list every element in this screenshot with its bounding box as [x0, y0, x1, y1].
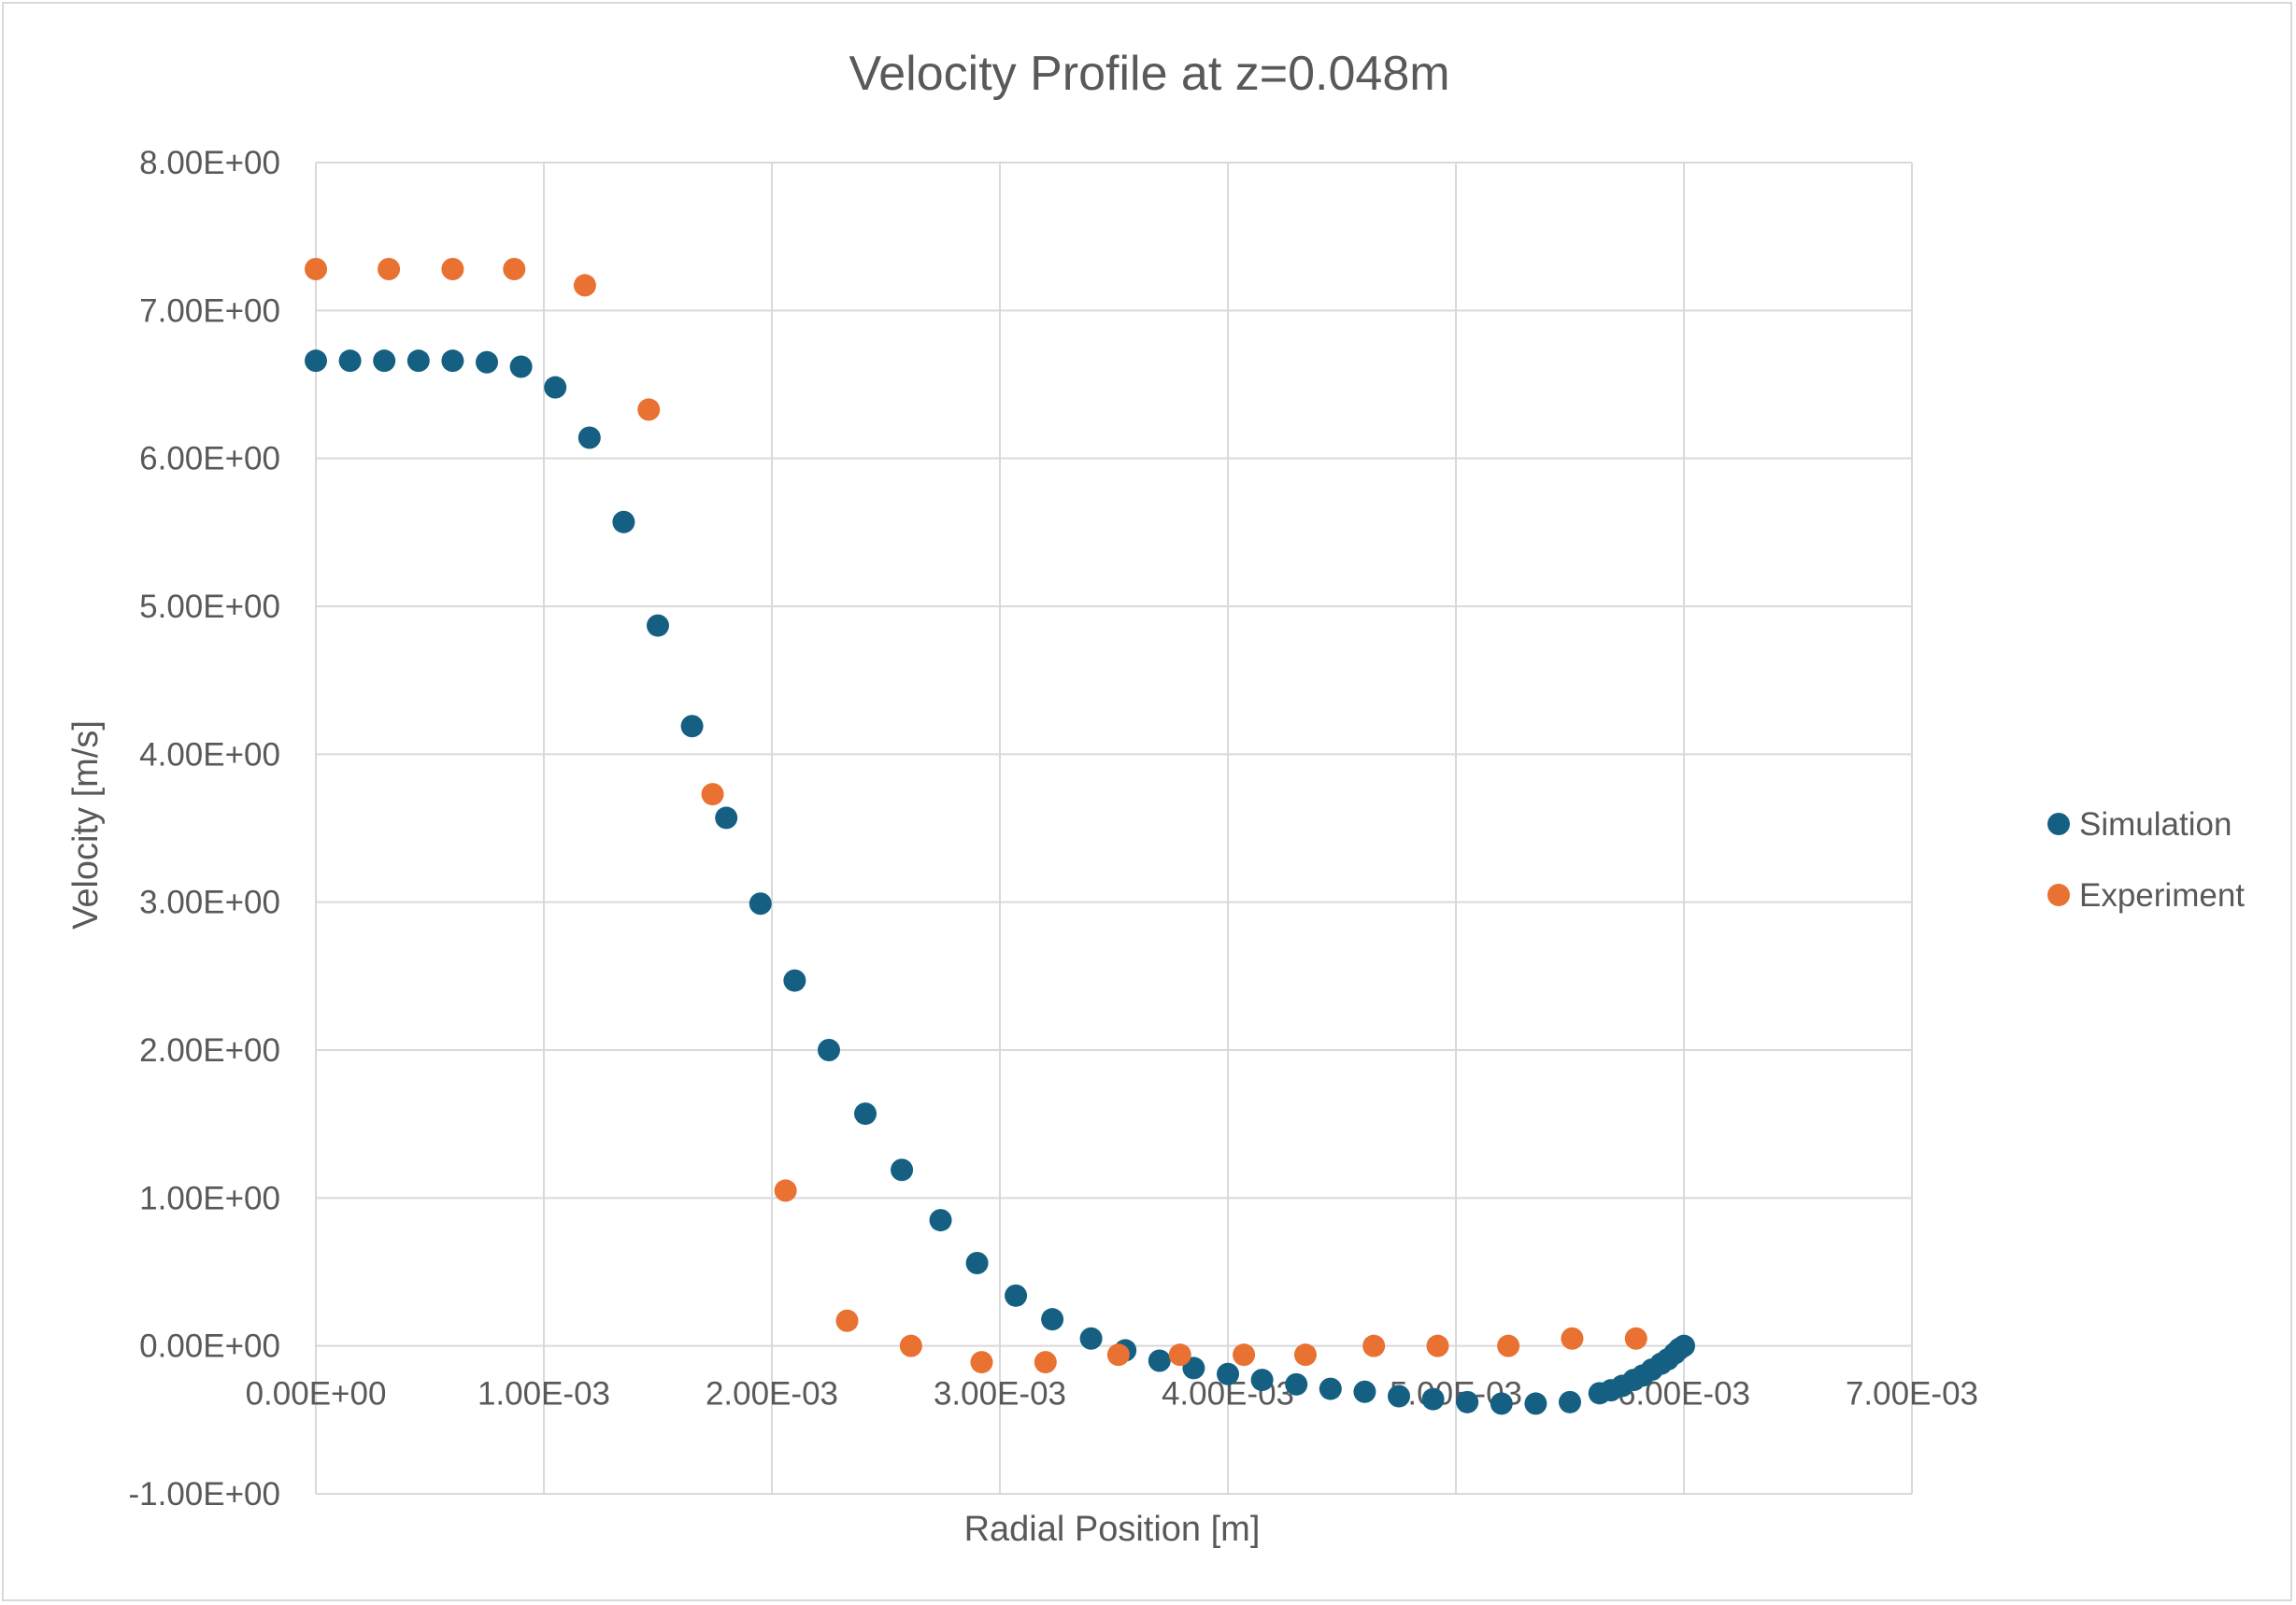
data-point-experiment	[774, 1179, 797, 1202]
y-tick-label: 8.00E+00	[139, 145, 280, 181]
legend-item-simulation: Simulation	[2047, 806, 2232, 843]
data-point-experiment	[701, 783, 724, 806]
data-point-experiment	[1233, 1343, 1256, 1367]
y-tick-label: 7.00E+00	[139, 292, 280, 329]
data-point-simulation	[441, 349, 464, 373]
series-experiment	[305, 258, 1647, 1374]
data-point-experiment	[573, 274, 596, 297]
legend-item-experiment: Experiment	[2047, 877, 2245, 914]
data-point-experiment	[1561, 1327, 1584, 1350]
y-tick-labels: -1.00E+00 0.00E+00 1.00E+00 2.00E+00 3.00E+0…	[129, 145, 281, 1513]
data-point-simulation	[1456, 1390, 1479, 1413]
data-point-simulation	[749, 892, 772, 916]
data-point-experiment	[1106, 1343, 1130, 1367]
data-point-simulation	[338, 349, 362, 373]
data-point-experiment	[503, 258, 526, 280]
data-point-experiment	[835, 1309, 859, 1332]
x-tick-label: 7.00E-03	[1846, 1376, 1978, 1413]
data-point-experiment	[1293, 1343, 1317, 1367]
data-point-simulation	[509, 355, 533, 378]
data-point-simulation	[578, 426, 601, 449]
data-point-simulation	[818, 1039, 840, 1061]
data-point-simulation	[406, 349, 430, 373]
data-point-simulation	[544, 376, 567, 399]
data-point-simulation	[1673, 1334, 1695, 1357]
legend-marker-experiment	[2047, 884, 2070, 906]
data-point-simulation	[1285, 1372, 1308, 1396]
data-point-experiment	[305, 258, 327, 280]
data-point-simulation	[1421, 1387, 1445, 1411]
x-tick-label: 2.00E-03	[706, 1376, 838, 1413]
data-point-experiment	[1034, 1351, 1057, 1374]
data-point-simulation	[476, 350, 498, 374]
data-point-experiment	[1426, 1334, 1449, 1357]
data-point-simulation	[1217, 1362, 1239, 1385]
data-point-simulation	[965, 1252, 989, 1274]
data-points	[305, 258, 1695, 1415]
velocity-profile-chart: -1.00E+00 0.00E+00 1.00E+00 2.00E+00 3.00E+0…	[66, 47, 2245, 1549]
grid-layer	[315, 162, 1913, 1495]
data-point-experiment	[378, 258, 401, 280]
data-point-simulation	[305, 349, 327, 373]
data-point-experiment	[1168, 1343, 1191, 1367]
data-point-simulation	[1490, 1392, 1513, 1415]
x-tick-label: 3.00E-03	[934, 1376, 1066, 1413]
y-tick-label: 3.00E+00	[139, 885, 280, 921]
data-point-simulation	[854, 1102, 877, 1126]
x-axis-title: Radial Position [m]	[964, 1510, 1261, 1549]
legend-label-experiment: Experiment	[2079, 877, 2245, 914]
y-tick-label: 4.00E+00	[139, 736, 280, 773]
y-tick-label: 1.00E+00	[139, 1180, 280, 1216]
data-point-experiment	[1624, 1327, 1647, 1350]
data-point-simulation	[373, 349, 396, 373]
y-axis-title: Velocity [m/s]	[66, 720, 106, 930]
chart-title: Velocity Profile at z=0.048m	[849, 47, 1449, 101]
data-point-simulation	[1559, 1390, 1581, 1413]
data-point-experiment	[637, 398, 661, 421]
series-simulation	[305, 349, 1695, 1415]
y-tick-label: 0.00E+00	[139, 1328, 280, 1365]
data-point-experiment	[1362, 1334, 1386, 1357]
data-point-simulation	[1319, 1377, 1342, 1400]
data-point-simulation	[647, 614, 669, 637]
y-tick-label: 5.00E+00	[139, 589, 280, 625]
y-tick-label: 2.00E+00	[139, 1032, 280, 1069]
data-point-simulation	[891, 1158, 914, 1182]
data-point-simulation	[1353, 1380, 1376, 1403]
x-tick-labels: 0.00E+00 1.00E-03 2.00E-03 3.00E-03 4.00E-03…	[246, 1376, 1978, 1413]
data-point-simulation	[1079, 1327, 1103, 1350]
data-point-simulation	[715, 806, 738, 830]
data-point-simulation	[929, 1209, 952, 1232]
data-point-simulation	[783, 969, 806, 992]
data-point-simulation	[680, 715, 704, 738]
legend: Simulation Experiment	[2047, 806, 2245, 914]
data-point-experiment	[899, 1334, 922, 1357]
y-tick-label: 6.00E+00	[139, 441, 280, 477]
data-point-simulation	[1005, 1284, 1028, 1307]
data-point-experiment	[441, 258, 464, 280]
data-point-simulation	[1388, 1385, 1410, 1408]
data-point-simulation	[612, 510, 635, 533]
legend-label-simulation: Simulation	[2079, 806, 2232, 843]
data-point-simulation	[1524, 1392, 1547, 1415]
data-point-experiment	[970, 1351, 993, 1374]
x-tick-label: 1.00E-03	[478, 1376, 610, 1413]
data-point-simulation	[1041, 1308, 1064, 1331]
data-point-experiment	[1497, 1334, 1520, 1357]
legend-marker-simulation	[2047, 813, 2070, 835]
data-point-simulation	[1148, 1349, 1171, 1372]
y-tick-label: -1.00E+00	[129, 1476, 281, 1513]
data-point-simulation	[1250, 1369, 1274, 1392]
x-tick-label: 0.00E+00	[246, 1376, 387, 1413]
